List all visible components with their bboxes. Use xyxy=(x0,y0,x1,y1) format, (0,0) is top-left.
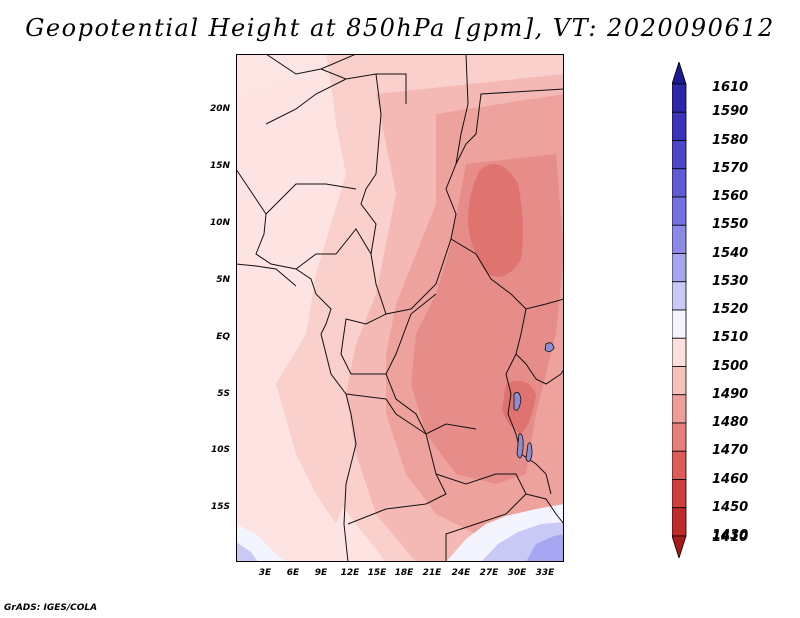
lon-tick-label: 33E xyxy=(535,568,555,578)
lat-tick-label: 5S xyxy=(217,389,230,399)
colorbar-segment xyxy=(672,224,687,254)
country-borders xyxy=(236,54,564,562)
lat-tick-label: EQ xyxy=(216,332,230,342)
colorbar-segment xyxy=(672,168,687,198)
geopotential-map xyxy=(236,54,564,562)
map-title: Geopotential Height at 850hPa [gpm], VT:… xyxy=(25,14,775,42)
colorbar-segment xyxy=(672,281,687,311)
colorbar-segment xyxy=(672,479,687,509)
colorbar-label: 1470 xyxy=(712,443,749,459)
lat-tick-label: 20N xyxy=(209,104,230,114)
colorbar-label: 1430 xyxy=(712,528,749,543)
colorbar-label: 1480 xyxy=(712,415,749,430)
colorbar-segment xyxy=(672,309,687,339)
colorbar-label: 1560 xyxy=(712,189,749,204)
lon-tick-label: 12E xyxy=(340,568,360,578)
colorbar-segment xyxy=(672,337,687,367)
lon-tick-label: 9E xyxy=(314,568,328,578)
colorbar-label: 1570 xyxy=(712,160,749,176)
lat-tick-label: 10S xyxy=(210,445,230,455)
colorbar-label: 1520 xyxy=(712,302,749,317)
colorbar-segment xyxy=(672,507,687,537)
colorbar-segment xyxy=(672,83,687,113)
colorbar-segment xyxy=(672,196,687,226)
colorbar-label: 1540 xyxy=(712,245,749,261)
lat-tick-label: 10N xyxy=(209,218,230,228)
lon-tick-label: 15E xyxy=(367,568,387,578)
colorbar-segment xyxy=(672,422,687,452)
lon-tick-label: 30E xyxy=(507,568,527,578)
colorbar-label: 1490 xyxy=(712,386,749,402)
colorbar-label: 1610 xyxy=(712,80,749,95)
colorbar-label: 1530 xyxy=(712,273,749,289)
colorbar-label: 1580 xyxy=(712,132,749,148)
colorbar-label: 1590 xyxy=(712,104,749,120)
colorbar-label: 1510 xyxy=(712,330,749,346)
lon-tick-label: 21E xyxy=(422,568,442,578)
field-1510-north xyxy=(236,54,356,99)
lon-tick-label: 3E xyxy=(258,568,272,578)
colorbar-label: 1410 xyxy=(712,530,749,545)
lakes xyxy=(513,342,555,462)
colorbar-segment xyxy=(672,140,687,170)
field-1475-north xyxy=(468,164,523,277)
colorbar-label: 1450 xyxy=(712,499,749,515)
colorbar-segment xyxy=(672,535,687,558)
colorbar-segment xyxy=(672,450,687,480)
lat-tick-label: 15S xyxy=(210,502,230,512)
field-1495-west xyxy=(276,374,356,524)
credit-text: GrADS: IGES/COLA xyxy=(4,603,98,613)
colorbar-label: 1550 xyxy=(712,217,749,233)
colorbar-label: 1500 xyxy=(712,358,749,374)
lon-tick-label: 27E xyxy=(479,568,499,578)
lat-tick-label: 15N xyxy=(209,161,230,171)
colorbar-label: 1460 xyxy=(712,471,749,487)
lat-tick-label: 5N xyxy=(216,275,230,285)
colorbar-segment xyxy=(672,62,687,85)
colorbar-segment xyxy=(672,253,687,283)
lon-tick-label: 24E xyxy=(451,568,471,578)
field-1520-southwest xyxy=(236,542,258,562)
field-1530-southeast xyxy=(526,534,564,562)
colorbar-segment xyxy=(672,366,687,396)
colorbar-segment xyxy=(672,394,687,424)
colorbar xyxy=(672,62,687,558)
colorbar-segment xyxy=(672,111,687,141)
lon-tick-label: 6E xyxy=(286,568,300,578)
lon-tick-label: 18E xyxy=(394,568,414,578)
map-frame xyxy=(236,54,564,562)
